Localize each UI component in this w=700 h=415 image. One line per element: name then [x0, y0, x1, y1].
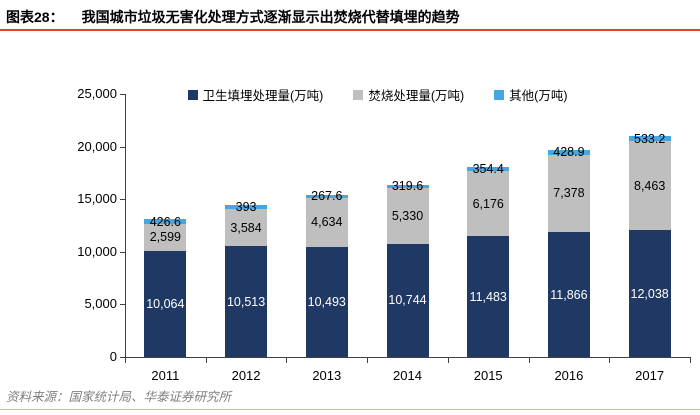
x-axis-tick-mark: [609, 358, 611, 363]
bar-value-label: 354.4: [472, 162, 504, 177]
bar-value-label: 4,634: [311, 215, 343, 230]
bar-value-label: 393: [235, 199, 257, 214]
figure-title: 我国城市垃圾无害化处理方式逐渐显示出焚烧代替填埋的趋势: [81, 9, 460, 25]
bar-segment: [144, 219, 187, 224]
legend-swatch-icon: [187, 89, 198, 100]
bar-segment: [225, 204, 268, 209]
bar-segment: [305, 195, 348, 198]
bar-value-label: 426.6: [149, 214, 181, 229]
x-axis-line: [125, 357, 691, 358]
legend-label: 其他(万吨): [509, 89, 568, 103]
y-axis-tick-mark: [120, 251, 125, 253]
x-axis-category-label: 2015: [473, 368, 503, 383]
y-axis-tick-mark: [120, 199, 125, 201]
x-axis-category-label: 2017: [635, 368, 665, 383]
bar-value-label: 8,463: [634, 178, 666, 193]
y-axis-tick-mark: [120, 94, 125, 95]
bar-value-label: 7,378: [553, 186, 585, 201]
bar-segment: [144, 223, 187, 252]
bar-value-label: 11,866: [550, 287, 588, 302]
bar-value-label: 3,584: [230, 220, 262, 235]
title-divider-line: [0, 29, 700, 31]
y-axis-tick-mark: [120, 357, 125, 358]
bar-value-label: 11,483: [469, 289, 507, 304]
x-axis-tick-mark: [528, 358, 530, 363]
chart-legend: 卫生填埋处理量(万吨) 焚烧处理量(万吨) 其他(万吨): [95, 85, 660, 104]
legend-swatch-icon: [353, 89, 364, 100]
x-axis-tick-mark: [205, 358, 207, 363]
bar-value-label: 5,330: [391, 208, 424, 223]
bar-segment: [225, 246, 268, 357]
stacked-bar-chart: 卫生填埋处理量(万吨) 焚烧处理量(万吨) 其他(万吨) 0 5,000 10,000 1…: [0, 32, 700, 383]
y-axis-tick-label: 0: [109, 349, 117, 364]
legend-item: 焚烧处理量(万吨): [353, 85, 464, 104]
y-axis-tick-label: 5,000: [84, 296, 117, 312]
bar-segment: [467, 171, 510, 237]
bar-segment: [144, 251, 187, 357]
bar-value-label: 10,064: [146, 297, 185, 312]
bar-value-label: 428.9: [553, 145, 585, 160]
x-axis-tick-mark: [125, 358, 126, 363]
bar-segment: [305, 197, 348, 247]
bar-segment: [386, 243, 429, 357]
bar-value-label: 319.6: [391, 179, 424, 194]
bar-segment: [386, 187, 429, 244]
legend-label: 焚烧处理量(万吨): [368, 89, 465, 103]
bar-segment: [547, 232, 590, 357]
x-axis-category-label: 2014: [393, 368, 422, 383]
bar-value-label: 267.6: [311, 189, 343, 204]
bar-segment: [467, 236, 510, 357]
bar-segment: [547, 154, 590, 233]
bar-segment: [628, 230, 671, 357]
x-axis-tick-mark: [447, 358, 449, 363]
figure-number-label: 图表28：: [6, 9, 64, 25]
y-axis-line: [125, 94, 126, 358]
bottom-divider-line: [0, 409, 700, 410]
y-axis-tick-label: 10,000: [77, 243, 117, 259]
bar-segment: [628, 141, 671, 231]
bar-value-label: 533.2: [634, 131, 666, 146]
bar-segment: [386, 184, 429, 188]
bar-value-label: 2,599: [149, 230, 181, 245]
x-axis-category-label: 2011: [151, 368, 180, 383]
legend-swatch-icon: [494, 89, 505, 100]
bar-value-label: 10,493: [307, 294, 346, 309]
bar-value-label: 10,744: [388, 293, 427, 308]
bar-value-label: 6,176: [472, 196, 504, 211]
y-axis-tick-mark: [120, 146, 125, 148]
bar-segment: [225, 208, 268, 247]
bar-segment: [628, 135, 671, 142]
x-axis-category-label: 2012: [231, 368, 261, 383]
bar-segment: [547, 150, 590, 155]
x-axis-tick-mark: [690, 358, 691, 363]
bar-value-label: 10,513: [226, 294, 266, 309]
x-axis-category-label: 2013: [312, 368, 342, 383]
x-axis-tick-mark: [286, 358, 288, 363]
bar-value-label: 12,038: [630, 286, 669, 301]
legend-item: 其他(万吨): [494, 85, 567, 104]
x-axis-category-label: 2016: [554, 368, 584, 383]
y-axis-tick-label: 25,000: [77, 86, 117, 101]
bar-segment: [305, 246, 348, 357]
legend-item: 卫生填埋处理量(万吨): [187, 85, 324, 104]
x-axis-tick-mark: [367, 358, 369, 363]
source-note: 资料来源：国家统计局、华泰证券研究所: [6, 390, 232, 404]
y-axis-tick-label: 20,000: [77, 138, 117, 154]
bar-segment: [467, 167, 510, 172]
legend-label: 卫生填埋处理量(万吨): [202, 89, 324, 103]
y-axis-tick-mark: [120, 304, 125, 306]
y-axis-tick-label: 15,000: [77, 191, 117, 207]
figure-header: 图表28： 我国城市垃圾无害化处理方式逐渐显示出焚烧代替填埋的趋势: [6, 7, 460, 27]
